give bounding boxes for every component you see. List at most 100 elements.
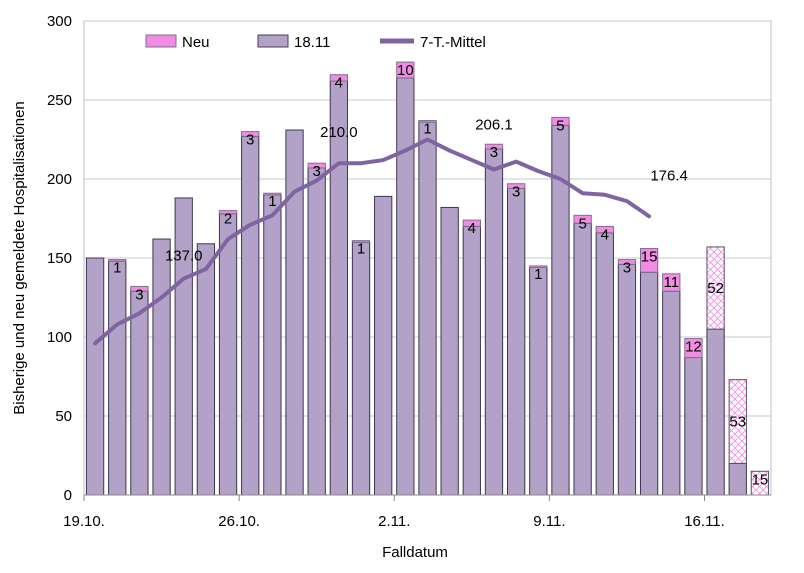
bar-18-11 [462,225,481,496]
bar-18-11 [263,194,282,496]
bar-neu [396,61,415,79]
bar-neu [462,219,481,227]
bar-18-11 [662,290,681,496]
bar-neu [728,379,747,464]
legend-label-7t-mittel: 7-T.-Mittel [420,34,486,51]
bar-18-11 [85,257,105,496]
neu-value-label: 1 [268,193,276,210]
neu-value-label: 3 [246,132,254,149]
y-tick-label: 50 [55,408,72,425]
neu-value-label: 1 [534,266,542,283]
bar-18-11 [152,238,171,496]
bar-neu [307,162,326,169]
neu-value-label: 1 [423,121,431,138]
trend-line-7t-mittel [93,137,652,346]
neu-value-label: 53 [729,414,746,431]
neu-value-label: 3 [313,163,321,180]
neu-value-label: 2 [224,211,232,228]
bar-neu [684,338,703,359]
bar-neu [507,183,526,189]
neu-value-label: 15 [641,249,658,266]
neu-value-label: 3 [135,286,143,303]
bar-18-11 [351,241,371,496]
bar-neu [351,240,371,243]
y-tick-label: 150 [47,250,72,267]
bar-18-11 [174,197,193,496]
bar-18-11 [639,271,659,496]
bar-neu [573,214,592,224]
y-tick-label: 300 [47,13,72,30]
bar-18-11 [484,148,504,496]
trend-annotation: 137.0 [165,248,203,265]
bar-18-11 [396,77,415,496]
bar-18-11 [285,129,304,496]
neu-value-label: 10 [397,62,414,79]
neu-value-label: 4 [335,75,343,92]
y-tick-label: 250 [47,92,72,109]
trend-annotation: 176.4 [650,167,688,184]
x-axis-title: Falldatum [382,544,448,561]
neu-value-label: 4 [601,226,609,243]
neu-value-label: 1 [357,241,365,258]
bar-neu [108,259,127,262]
neu-value-label: 3 [490,144,498,161]
neu-value-label: 15 [752,471,769,488]
y-tick-label: 0 [64,487,72,504]
bar-18-11 [684,357,703,496]
bar-18-11 [706,328,725,496]
bar-neu [662,273,681,292]
y-tick-label: 100 [47,329,72,346]
neu-value-label: 3 [623,260,631,277]
neu-value-label: 52 [707,280,724,297]
legend-swatch-18-11 [257,34,289,48]
neu-value-label: 4 [468,220,476,237]
bar-18-11 [440,206,459,496]
bar-18-11 [573,222,592,496]
x-tick-label: 2.11. [378,513,410,530]
legend-label-18-11: 18.11 [294,34,330,51]
legend: Neu 18.11 7-T.-Mittel [145,34,486,51]
bar-18-11 [728,462,747,496]
bar-neu [130,285,149,292]
bar-neu [241,131,260,137]
legend-label-neu: Neu [182,34,210,51]
neu-value-label: 1 [113,260,121,277]
bar-18-11 [196,243,216,496]
y-tick-label: 200 [47,171,72,188]
legend-swatch-neu [145,34,177,48]
neu-value-label: 12 [685,339,702,356]
trend-annotation: 210.0 [320,124,358,141]
bar-neu [706,246,725,330]
neu-value-label: 3 [512,184,520,201]
x-tick-label: 26.10. [218,513,260,530]
bar-18-11 [307,167,326,496]
bar-neu [617,259,637,265]
bar-18-11 [617,263,637,496]
bar-neu [484,143,504,150]
bar-18-11 [529,266,548,496]
neu-value-label: 11 [663,274,679,291]
bar-neu [418,120,437,123]
trend-annotation: 206.1 [475,116,513,133]
bar-neu [263,192,282,196]
bar-18-11 [108,260,127,496]
bar-18-11 [241,135,260,496]
bar-18-11 [507,187,526,496]
bar-neu [218,210,238,215]
bar-neu [329,74,348,82]
neu-value-label: 5 [556,117,564,134]
bar-neu [529,265,548,268]
y-axis-title: Bisherige und neu gemeldete Hospitalisat… [11,101,28,415]
x-tick-label: 19.10. [63,513,105,530]
bar-neu [595,225,614,234]
x-tick-label: 16.11. [684,513,725,530]
bar-neu [639,248,659,273]
neu-value-label: 5 [578,215,586,232]
bar-18-11 [218,213,238,496]
bar-18-11 [329,80,348,496]
x-tick-label: 9.11. [533,513,565,530]
bar-18-11 [595,232,614,496]
bar-18-11 [130,290,149,496]
bar-18-11 [374,195,393,496]
